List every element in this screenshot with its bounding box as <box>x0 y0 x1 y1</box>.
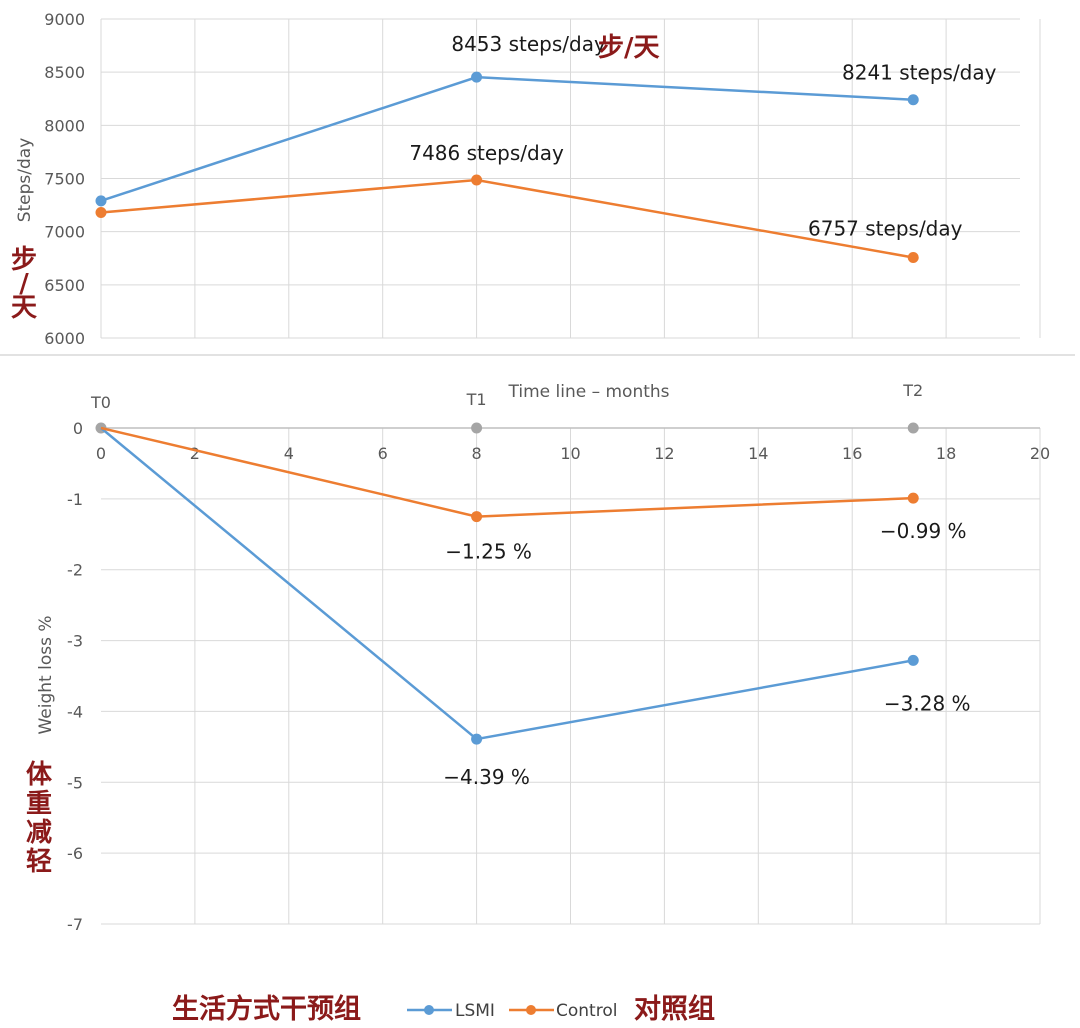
weight-x-tick-label: 16 <box>842 444 862 463</box>
weight-y-tick-label: -2 <box>67 561 83 580</box>
steps-point-control <box>907 252 919 264</box>
legend-lsmi-marker <box>424 1005 434 1015</box>
steps-point-lsmi <box>471 71 483 83</box>
steps-annotation-cn: 步/天 <box>598 32 660 63</box>
legend-control-marker <box>526 1005 536 1015</box>
steps-y-tick-label: 7500 <box>44 170 85 189</box>
steps-y-tick-label: 6500 <box>44 276 85 295</box>
timepoint-label-t1: T1 <box>466 390 487 409</box>
weight-point-control <box>471 511 483 523</box>
steps-series-line-control <box>100 178 914 259</box>
timepoint-label-t2: T2 <box>902 381 923 400</box>
steps-data-label: 7486 steps/day <box>409 141 564 165</box>
weight-series-line-control <box>100 426 914 518</box>
timepoint-marker-t1 <box>471 422 483 434</box>
weight-x-tick-labels: 0 2 4 6 8 10 12 14 16 18 20 <box>96 444 1050 463</box>
weight-x-tick-label: 12 <box>654 444 674 463</box>
weight-data-label: −3.28 % <box>884 691 971 715</box>
legend-control-label: Control <box>556 1001 617 1021</box>
steps-y-axis-title-cn-2: / <box>19 269 29 299</box>
weight-y-tick-label: -7 <box>67 915 83 934</box>
weight-gridlines <box>101 427 1041 925</box>
timepoint-marker-t2 <box>907 422 919 434</box>
weight-x-tick-label: 18 <box>936 444 956 463</box>
weight-x-tick-label: 0 <box>96 444 106 463</box>
weight-y-tick-label: -5 <box>67 773 83 792</box>
weight-loss-chart: 0 -1 -2 -3 -4 -5 -6 -7 0 2 4 6 8 10 12 14 16 18 20 T0 T1 T2… <box>26 381 1050 934</box>
weight-x-tick-label: 8 <box>472 444 482 463</box>
weight-point-lsmi <box>907 654 919 666</box>
legend-lsmi-label: LSMI <box>455 1001 495 1021</box>
steps-y-tick-label: 7000 <box>44 223 85 242</box>
steps-y-tick-label: 9000 <box>44 10 85 29</box>
weight-y-tick-label: 0 <box>73 419 83 438</box>
steps-y-tick-labels: 9000 8500 8000 7500 7000 6500 6000 <box>44 10 85 348</box>
weight-x-tick-label: 4 <box>284 444 294 463</box>
steps-point-control <box>471 174 483 186</box>
weight-data-label: −0.99 % <box>880 519 967 543</box>
steps-series-line-lsmi <box>100 75 914 203</box>
legend-lsmi-label-cn: 生活方式干预组 <box>172 993 361 1025</box>
weight-point-control <box>907 492 919 504</box>
steps-data-label: 8453 steps/day <box>451 32 606 56</box>
steps-point-lsmi <box>907 94 919 106</box>
weight-series-line-lsmi <box>100 427 914 741</box>
weight-x-tick-label: 14 <box>748 444 768 463</box>
weight-y-axis-title-cn-4: 轻 <box>26 847 52 877</box>
weight-data-label: −4.39 % <box>443 765 530 789</box>
weight-y-tick-label: -1 <box>67 490 83 509</box>
weight-series <box>100 426 919 745</box>
steps-y-tick-label: 6000 <box>44 329 85 348</box>
legend-control-label-cn: 对照组 <box>634 993 715 1025</box>
weight-y-axis-title-cn-3: 减 <box>26 818 52 848</box>
steps-point-control <box>95 207 107 219</box>
steps-y-axis-title-cn-1: 步 <box>11 244 37 275</box>
steps-data-label: 8241 steps/day <box>842 61 997 85</box>
legend: 生活方式干预组 LSMI Control 对照组 <box>172 993 715 1025</box>
steps-y-tick-label: 8500 <box>44 63 85 82</box>
weight-y-tick-label: -4 <box>67 702 83 721</box>
steps-chart: 9000 8500 8000 7500 7000 6500 6000 8453 steps/… <box>11 10 1041 348</box>
weight-x-tick-label: 2 <box>190 444 200 463</box>
weight-data-label: −1.25 % <box>445 540 532 564</box>
weight-y-tick-label: -3 <box>67 632 83 651</box>
weight-x-tick-label: 6 <box>378 444 388 463</box>
weight-y-axis-title-cn-2: 重 <box>26 789 52 819</box>
weight-point-lsmi <box>471 733 483 745</box>
weight-x-tick-label: 10 <box>560 444 580 463</box>
steps-data-label: 6757 steps/day <box>808 217 963 241</box>
timepoint-label-t0: T0 <box>90 393 111 412</box>
weight-timepoints: T0 T1 T2 <box>90 381 923 434</box>
weight-y-tick-labels: 0 -1 -2 -3 -4 -5 -6 -7 <box>67 419 83 934</box>
steps-series <box>95 71 919 264</box>
weight-y-axis-title-cn-1: 体 <box>26 760 53 790</box>
steps-data-labels: 8453 steps/day 8241 steps/day 7486 steps/d… <box>409 32 996 240</box>
steps-point-lsmi <box>95 195 107 207</box>
steps-y-tick-label: 8000 <box>44 116 85 135</box>
weight-x-tick-label: 20 <box>1030 444 1050 463</box>
weight-y-tick-label: -6 <box>67 844 83 863</box>
weight-x-axis-title: Time line – months <box>507 382 669 402</box>
weight-y-axis-title: Weight loss % <box>36 615 56 734</box>
steps-y-axis-title: Steps/day <box>15 138 35 223</box>
weight-data-labels: −4.39 % −3.28 % −1.25 % −0.99 % <box>443 519 970 789</box>
steps-y-axis-title-cn-3: 天 <box>11 293 37 323</box>
